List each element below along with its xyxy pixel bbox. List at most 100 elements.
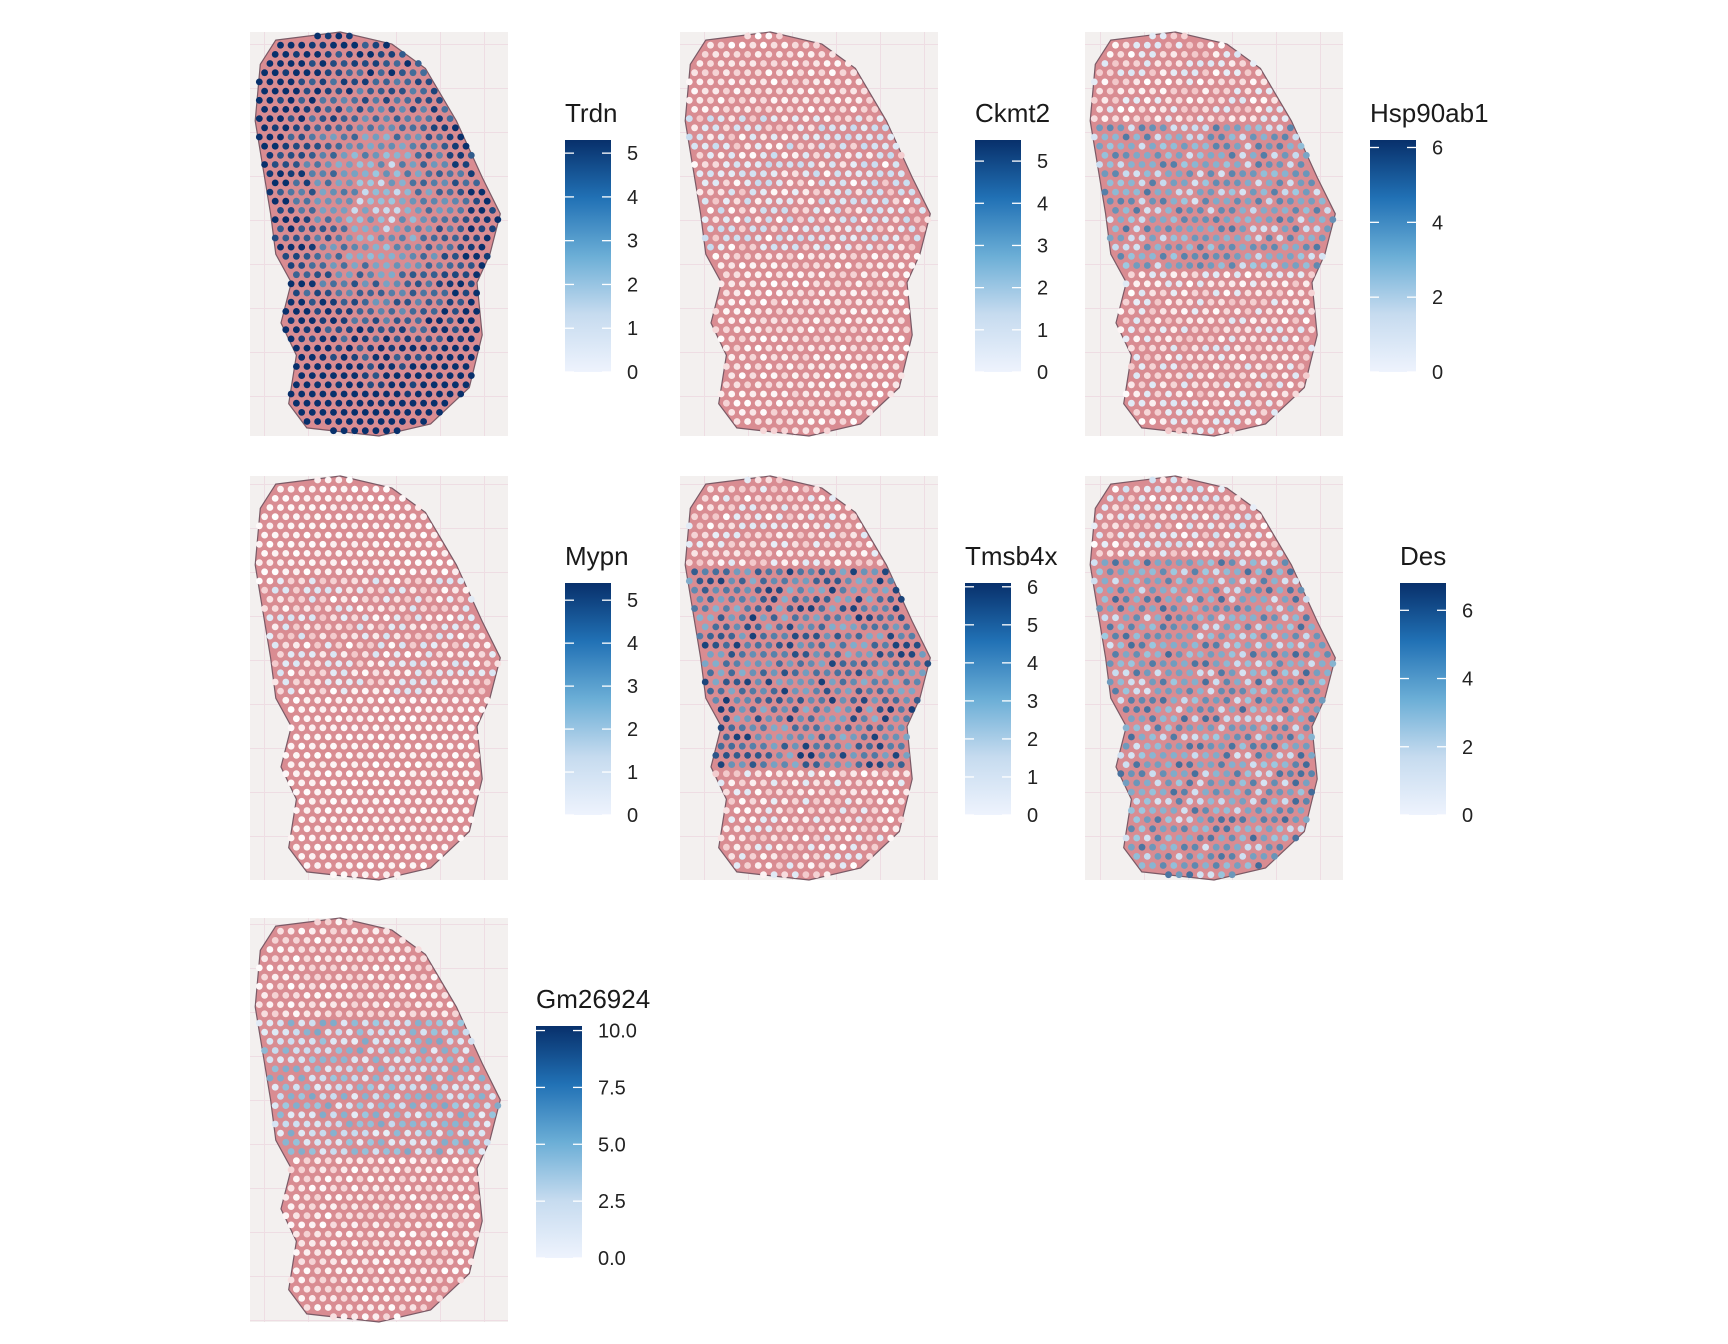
spot xyxy=(393,353,401,361)
spot xyxy=(420,363,427,370)
spot xyxy=(1207,207,1215,214)
spot xyxy=(457,687,465,695)
spot xyxy=(473,641,480,649)
spot xyxy=(1244,752,1252,759)
spot xyxy=(744,326,751,334)
spot xyxy=(786,106,794,113)
spot xyxy=(887,706,895,713)
spot xyxy=(834,353,842,361)
spot xyxy=(1143,243,1151,251)
spot xyxy=(340,724,348,732)
spot xyxy=(1212,843,1220,851)
spot xyxy=(765,289,773,297)
spot xyxy=(324,568,332,576)
spot xyxy=(797,216,804,224)
spot xyxy=(749,779,757,787)
spot xyxy=(776,568,783,576)
spot xyxy=(314,142,321,150)
spot xyxy=(404,298,412,306)
spot xyxy=(818,161,826,168)
colorbar-tick-label: 1 xyxy=(1037,320,1048,342)
spot xyxy=(436,669,443,677)
spot xyxy=(277,41,284,49)
spot xyxy=(1175,427,1183,435)
spot xyxy=(271,179,279,187)
spot xyxy=(876,559,884,566)
spot xyxy=(903,678,910,686)
spot xyxy=(1186,409,1194,416)
spot xyxy=(1223,605,1231,612)
spot xyxy=(308,927,316,935)
spot xyxy=(1265,696,1273,704)
spot xyxy=(1181,733,1188,741)
spot xyxy=(388,641,396,649)
spot xyxy=(728,317,736,324)
spot xyxy=(457,614,465,622)
spot xyxy=(844,188,852,196)
spot xyxy=(287,687,295,695)
spot xyxy=(1239,687,1247,695)
spot xyxy=(393,504,401,511)
spot xyxy=(377,513,385,521)
spot xyxy=(282,550,290,557)
spot xyxy=(452,586,459,594)
colorbar-tick-label: 2 xyxy=(1432,287,1443,309)
spot xyxy=(1149,495,1156,502)
spot xyxy=(844,115,852,122)
spot xyxy=(760,390,767,398)
spot xyxy=(770,115,778,122)
spot xyxy=(1181,568,1188,576)
spot xyxy=(351,651,359,658)
spot xyxy=(1165,353,1172,361)
spot xyxy=(882,142,889,150)
spot xyxy=(1234,862,1241,869)
spot xyxy=(1287,623,1294,631)
spot xyxy=(1287,381,1294,389)
spot xyxy=(829,399,836,407)
spot xyxy=(298,317,306,324)
spot xyxy=(361,133,369,141)
spot xyxy=(1244,87,1252,95)
spot xyxy=(818,586,826,594)
spot xyxy=(314,326,321,334)
spot xyxy=(340,946,348,953)
spot xyxy=(834,280,842,288)
spot xyxy=(728,577,736,585)
spot xyxy=(818,344,826,352)
spot xyxy=(483,216,491,224)
spot xyxy=(452,234,459,242)
spot xyxy=(1138,568,1146,576)
spot xyxy=(441,124,449,132)
spot xyxy=(1239,60,1247,67)
spot xyxy=(324,216,332,224)
spot xyxy=(765,715,773,723)
spot xyxy=(712,51,720,58)
spot xyxy=(765,641,773,649)
spot xyxy=(282,161,290,168)
spot xyxy=(1106,623,1114,631)
spot xyxy=(776,476,783,484)
spot xyxy=(1292,779,1300,787)
spot xyxy=(452,678,459,686)
spot xyxy=(1318,252,1326,260)
spot xyxy=(781,280,789,288)
spot xyxy=(393,669,401,677)
spot xyxy=(409,807,417,814)
spot xyxy=(1181,660,1188,667)
spot xyxy=(330,964,337,972)
spot xyxy=(1175,243,1183,251)
spot xyxy=(691,142,698,150)
spot xyxy=(738,632,746,640)
spot xyxy=(308,96,316,104)
spot xyxy=(781,78,789,86)
spot xyxy=(738,78,746,86)
spot xyxy=(1212,825,1220,833)
spot xyxy=(393,964,401,972)
spot xyxy=(1191,124,1199,132)
spot xyxy=(738,595,746,603)
spot xyxy=(467,353,475,361)
spot xyxy=(324,179,332,187)
spot xyxy=(367,660,374,667)
spot xyxy=(1212,363,1220,370)
